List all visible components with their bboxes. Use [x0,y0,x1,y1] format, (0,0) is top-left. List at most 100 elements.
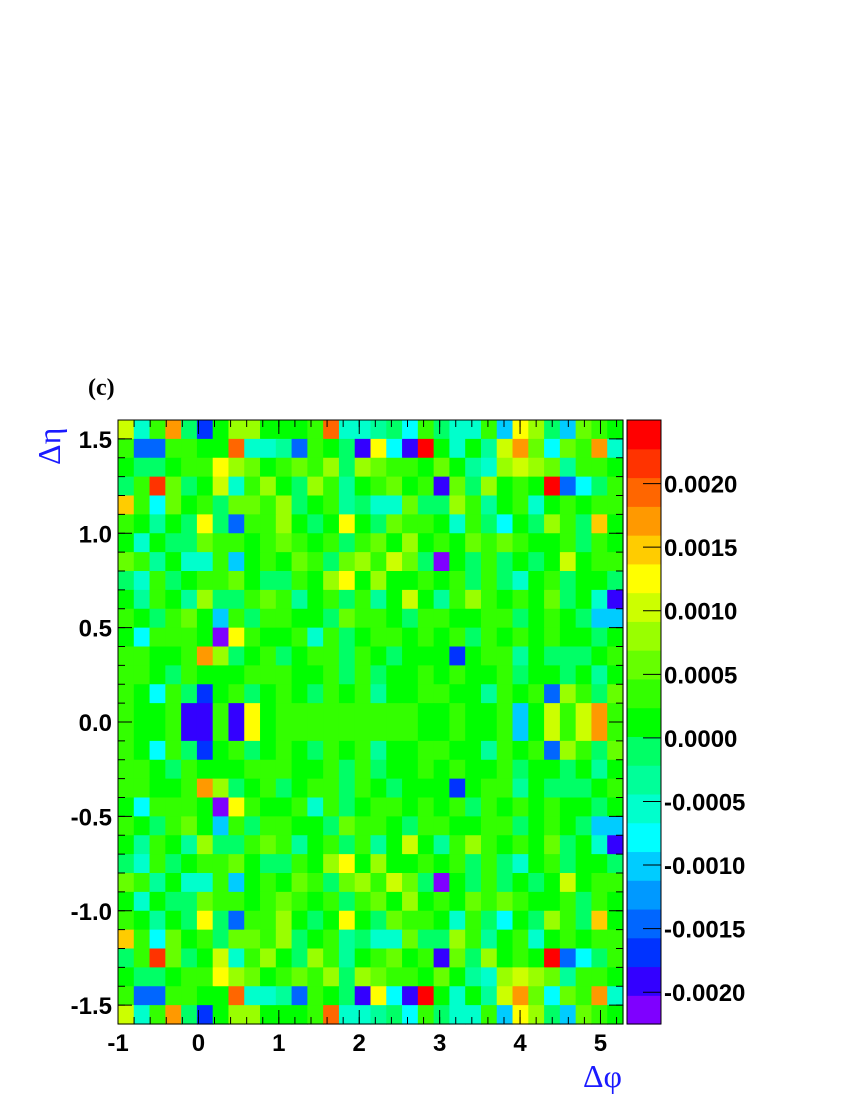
heatmap-cell [370,608,387,629]
colorbar-swatch [627,822,661,853]
heatmap-cell [449,778,466,799]
heatmap-cell [260,627,277,648]
heatmap-cell [417,608,435,629]
heatmap-cell [607,665,624,685]
heatmap-cell [323,438,340,459]
heatmap-cell [196,740,214,761]
heatmap-cell [512,438,529,459]
heatmap-cell [212,589,230,610]
heatmap-cell [149,986,166,1006]
heatmap-cell [181,514,198,534]
heatmap-cell [449,816,466,836]
heatmap-cell [512,589,529,610]
heatmap-cell [402,457,419,478]
heatmap-cell [402,835,419,855]
heatmap-cell [291,438,308,459]
heatmap-cell [386,438,403,459]
heatmap-cell [449,873,466,893]
heatmap-cell [275,571,293,591]
heatmap-cell [275,929,293,950]
heatmap-cell [370,533,387,553]
heatmap-cell [196,891,214,912]
heatmap-cell [307,495,324,515]
heatmap-cell [607,495,624,515]
heatmap-cell [465,891,482,912]
heatmap-cell [465,929,482,950]
heatmap-cell [354,835,372,855]
heatmap-cell [133,891,151,912]
x-tick-label: 1 [272,1030,285,1057]
heatmap-cell [338,797,356,817]
heatmap-cell [181,778,198,799]
heatmap-cell [528,740,545,761]
heatmap-cell [370,967,387,987]
heatmap-cell [480,476,498,497]
heatmap-cell [370,891,387,912]
heatmap-cell [402,608,419,629]
heatmap-cell [338,910,356,931]
heatmap-cell [338,438,356,459]
heatmap-cell [149,627,166,648]
heatmap-cell [417,420,435,440]
heatmap-cell [370,646,387,666]
heatmap-cell [338,835,356,855]
heatmap-cell [433,797,451,817]
heatmap-cell [181,476,198,497]
heatmap-cell [244,684,261,704]
heatmap-cell [291,665,308,685]
heatmap-cell [559,646,577,666]
heatmap-cell [512,495,529,515]
heatmap-cell [496,552,514,572]
heatmap-cell [449,797,466,817]
heatmap-cell [449,627,466,648]
heatmap-cell [607,778,624,799]
heatmap-cell [307,891,324,912]
heatmap-cell [196,854,214,874]
heatmap-cell [402,854,419,874]
heatmap-cell [496,646,514,666]
heatmap-cell [133,627,151,648]
heatmap-cell [512,457,529,478]
heatmap-cell [118,476,135,497]
heatmap-cell [228,873,245,893]
heatmap-cell [480,457,498,478]
heatmap-cell [244,854,261,874]
heatmap-cell [291,929,308,950]
heatmap-cell [386,476,403,497]
heatmap-cell [480,835,498,855]
heatmap-cell [544,589,561,610]
heatmap-cell [386,552,403,572]
heatmap-cell [133,476,151,497]
heatmap-cell [591,514,608,534]
heatmap-cell [433,703,451,723]
heatmap-cell [165,438,182,459]
heatmap-cell [181,646,198,666]
heatmap-cell [607,627,624,648]
heatmap-cell [607,948,624,968]
heatmap-cell [559,495,577,515]
heatmap-cell [181,552,198,572]
heatmap-cell [338,589,356,610]
heatmap-cell [118,778,135,799]
heatmap-cell [307,533,324,553]
heatmap-cell [165,759,182,780]
heatmap-cell [244,722,261,742]
heatmap-cell [544,1005,561,1025]
heatmap-cell [575,608,593,629]
heatmap-cell [512,778,529,799]
x-axis-title: Δφ [583,1058,622,1094]
heatmap-cell [307,571,324,591]
heatmap-cell [559,816,577,836]
heatmap-cell [212,722,230,742]
heatmap-cell [544,910,561,931]
heatmap-cell [212,646,230,666]
heatmap-cell [480,665,498,685]
heatmap-cell [181,703,198,723]
heatmap-cell [165,476,182,497]
heatmap-cell [212,533,230,553]
heatmap-cell [607,420,624,440]
heatmap-cell [386,740,403,761]
heatmap-cell [417,476,435,497]
heatmap-cell [417,438,435,459]
colorbar-swatch [627,506,661,536]
